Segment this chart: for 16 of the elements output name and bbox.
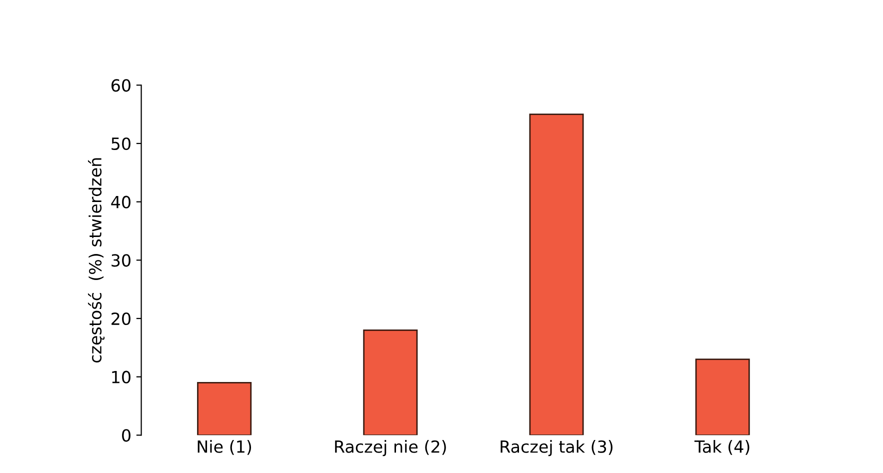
y-tick-label: 0	[122, 429, 130, 442]
bar	[197, 382, 252, 436]
y-tick-label: 10	[112, 370, 130, 384]
x-tick-label: Tak (4)	[694, 440, 750, 455]
y-tick-label: 40	[111, 196, 130, 208]
bar	[695, 358, 750, 436]
y-tick-label: 60	[112, 79, 130, 92]
x-tick-label: Nie (1)	[198, 440, 252, 455]
y-axis-title: częstość (%) stwierdzeń	[88, 158, 105, 363]
bar	[529, 114, 584, 436]
y-tick-label: 50	[112, 137, 130, 150]
y-tick-label: 20	[112, 312, 130, 326]
y-tick-label: 30	[112, 254, 130, 267]
x-tick-label: Raczej nie (2)	[335, 440, 446, 456]
bar	[363, 329, 418, 436]
x-tick-label: Raczej tak (3)	[500, 440, 612, 456]
